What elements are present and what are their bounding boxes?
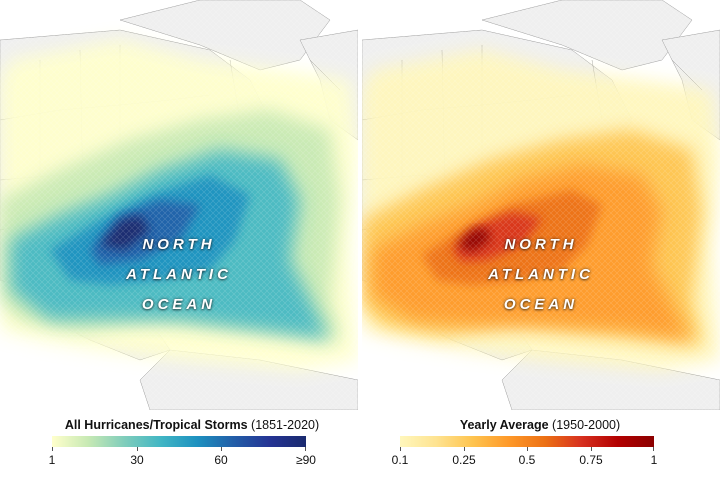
legend-yearly-average: Yearly Average (1950-2000) 0.1 0.25 0.5 0.7… bbox=[380, 418, 700, 467]
tick-mark bbox=[305, 447, 306, 451]
tick-label: 1 bbox=[650, 453, 658, 467]
tick-mark bbox=[400, 447, 401, 451]
legend-title-main: All Hurricanes/Tropical Storms bbox=[64, 418, 248, 432]
legend-title-period: (1950-2000) bbox=[552, 418, 621, 432]
ocean-label-line-2: ATLANTIC bbox=[126, 266, 232, 283]
tick-mark bbox=[52, 447, 53, 451]
ocean-label-line-1: NORTH bbox=[142, 236, 216, 253]
tick-label: 0.25 bbox=[452, 453, 476, 467]
legend-title-period: (1851-2020) bbox=[251, 418, 320, 432]
tick-label: ≥90 bbox=[296, 453, 316, 467]
density-right bbox=[362, 0, 720, 410]
tick-label: 0.75 bbox=[579, 453, 603, 467]
tick-mark bbox=[221, 447, 222, 451]
map-svg-right bbox=[362, 0, 720, 410]
map-yearly-average: NORTH ATLANTIC OCEAN bbox=[362, 0, 720, 410]
color-scale-ticks: 1 30 60 ≥90 bbox=[48, 447, 316, 467]
color-scale-ticks: 0.1 0.25 0.5 0.75 1 bbox=[392, 447, 657, 467]
density-left bbox=[0, 0, 358, 410]
tick-mark bbox=[653, 447, 654, 451]
tick-mark bbox=[464, 447, 465, 451]
tick-label: 0.5 bbox=[518, 453, 536, 467]
ocean-label-line-3: OCEAN bbox=[503, 296, 579, 313]
legend-storm-count: All Hurricanes/Tropical Storms (1851-202… bbox=[32, 418, 352, 467]
legend-title: Yearly Average (1950-2000) bbox=[380, 418, 700, 436]
map-svg-left bbox=[0, 0, 358, 410]
color-scale-bar bbox=[52, 436, 306, 447]
tick-label: 60 bbox=[214, 453, 228, 467]
color-scale-bar bbox=[400, 436, 654, 447]
ocean-label-line-1: NORTH bbox=[504, 236, 578, 253]
tick-label: 30 bbox=[130, 453, 144, 467]
map-storm-count: NORTH ATLANTIC OCEAN bbox=[0, 0, 358, 410]
legend-title: All Hurricanes/Tropical Storms (1851-202… bbox=[32, 418, 352, 436]
tick-label: 0.1 bbox=[391, 453, 409, 467]
ocean-label-line-3: OCEAN bbox=[141, 296, 217, 313]
legend-title-main: Yearly Average bbox=[459, 418, 549, 432]
tick-mark bbox=[137, 447, 138, 451]
tick-mark bbox=[527, 447, 528, 451]
tick-mark bbox=[591, 447, 592, 451]
ocean-label-line-2: ATLANTIC bbox=[488, 266, 594, 283]
tick-label: 1 bbox=[48, 453, 56, 467]
